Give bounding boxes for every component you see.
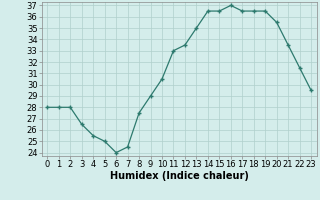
X-axis label: Humidex (Indice chaleur): Humidex (Indice chaleur) (110, 171, 249, 181)
